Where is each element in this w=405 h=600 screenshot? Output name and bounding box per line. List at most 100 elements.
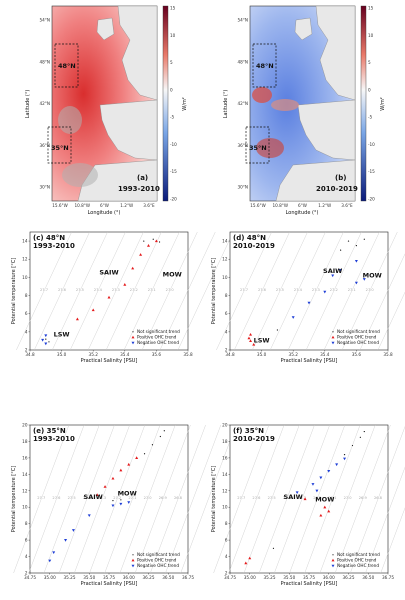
colorbar (162, 5, 169, 202)
positive-trend-marker (323, 505, 327, 509)
colorbar-tick-label: -15 (170, 169, 177, 174)
isopycnal-line (104, 424, 161, 574)
isopycnal-label: 27.0 (366, 288, 375, 292)
y-tick-label: 4 (25, 554, 28, 559)
isopycnal-label: 27.6 (52, 496, 61, 500)
water-mass-label: MOW (163, 270, 182, 278)
x-tick-label: 35.6 (152, 352, 162, 357)
isopycnal-line (319, 424, 376, 574)
legend-entry: Negative OHC trend (137, 340, 179, 345)
isopycnal-label: 27.2 (313, 496, 321, 500)
not-significant-marker (159, 435, 161, 438)
not-significant-marker (332, 554, 334, 556)
map-panel-a: 48°N 35°N (a) 1993-2010 Latitude (°) Lon… (25, 6, 188, 217)
y-tick-label: 12 (222, 488, 228, 493)
isopycnal-line (119, 424, 176, 574)
y-tick-label: 6 (25, 311, 28, 316)
isopycnal-line (105, 231, 162, 351)
x-tick-label: 3.6°E (143, 203, 155, 208)
positive-trend-marker (247, 336, 251, 340)
land-mass (77, 5, 158, 202)
positive-trend-marker (127, 462, 131, 466)
isopycnal-label: 27.5 (276, 288, 284, 292)
y-tick-label: 10 (22, 505, 28, 510)
negative-trend-marker (295, 491, 299, 495)
legend-entry: Not significant trend (137, 552, 180, 557)
negative-trend-marker (339, 269, 343, 272)
positive-trend-marker (252, 342, 256, 346)
legend-entry: Negative OHC trend (137, 563, 179, 568)
colorbar (360, 5, 367, 202)
isopycnal-line (216, 231, 272, 351)
negative-trend-marker (354, 281, 358, 285)
x-tick-label: 35.8 (383, 352, 393, 357)
not-significant-marker (151, 444, 154, 446)
negative-trend-marker (44, 342, 48, 346)
not-significant-marker (143, 453, 146, 455)
isopycnal-label: 27.1 (348, 288, 356, 292)
x-tick-label: 34.75 (224, 575, 236, 580)
panel-period: 1993-2010 (33, 435, 75, 443)
y-axis-label: Latitude (°) (25, 90, 31, 119)
x-tick-label: 34.8 (225, 352, 235, 357)
x-tick-label: 1.2°W (318, 203, 331, 208)
isopycnal-label: 26.8 (374, 496, 383, 500)
negative-trend-marker (44, 334, 48, 338)
positive-trend-marker (131, 266, 135, 270)
x-tick-label: 35.75 (303, 575, 315, 580)
not-significant-marker (48, 341, 50, 343)
not-significant-marker (45, 338, 47, 340)
colorbar-tick-label: 15 (170, 6, 176, 11)
isopycnal-line (43, 424, 100, 574)
isopycnal-label: 27.4 (283, 496, 292, 500)
y-tick-label: 18 (222, 439, 228, 444)
y-tick-label: 36°N (39, 143, 50, 148)
legend-entry: Positive OHC trend (337, 558, 377, 563)
y-tick-label: 10 (22, 275, 28, 280)
not-significant-marker (132, 331, 134, 333)
y-tick-label: 48°N (39, 59, 50, 64)
x-tick-label: 35.00 (244, 575, 256, 580)
y-tick-label: 12 (222, 257, 228, 262)
isopycnal-line (287, 231, 344, 351)
x-tick-label: 35.25 (264, 575, 276, 580)
isopycnal-line (305, 231, 362, 351)
x-tick-label: 35.50 (83, 575, 95, 580)
x-tick-label: 35.2 (89, 352, 99, 357)
y-tick-label: 4 (25, 329, 28, 334)
y-tick-label: 6 (225, 311, 228, 316)
box-48n-label: 48°N (58, 62, 76, 70)
isopycnal-label: 27.7 (237, 496, 245, 500)
y-tick-label: 8 (225, 521, 228, 526)
negative-trend-marker (291, 316, 295, 319)
isopycnal-line (87, 231, 144, 351)
water-mass-label: SAIW (323, 267, 342, 275)
isopycnal-line (270, 231, 326, 351)
isopycnal-line (289, 424, 346, 574)
colorbar-tick-label: 0 (170, 87, 173, 92)
isopycnal-label: 27.7 (40, 288, 48, 292)
legend-entry: Not significant trend (137, 329, 180, 334)
panel-label: (b) (335, 174, 346, 182)
plot-area (229, 231, 389, 351)
colorbar-tick-label: -10 (368, 142, 375, 147)
isopycnal-line (177, 231, 234, 351)
isopycnal-label: 27.0 (166, 288, 175, 292)
x-tick-labels: 15.6°W 10.8°W 6°W 1.2°W 3.6°E (250, 203, 353, 208)
isopycnal-line (34, 231, 90, 351)
ts-panel-e: 27.7 27.6 27.5 27.4 27.3 27.2 27.1 27.0 26.9 26.8… (11, 423, 237, 587)
isopycnal-line (52, 231, 108, 351)
y-tick-label: 12 (22, 257, 28, 262)
negative-trend-marker (127, 501, 131, 504)
isopycnal-line (141, 231, 198, 351)
isopycnal-label: 27.0 (344, 496, 353, 500)
isopycnal-label: 27.7 (240, 288, 248, 292)
y-tick-label: 2 (225, 571, 228, 576)
isopycnal-label: 27.6 (252, 496, 261, 500)
legend-entry: Negative OHC trend (337, 563, 379, 568)
isopycnal-label: 26.9 (159, 496, 168, 500)
x-tick-label: 35.50 (283, 575, 295, 580)
isopycnal-label: 27.2 (113, 496, 121, 500)
isopycnal-line (70, 231, 126, 351)
colorbar-tick-label: 5 (368, 60, 371, 65)
